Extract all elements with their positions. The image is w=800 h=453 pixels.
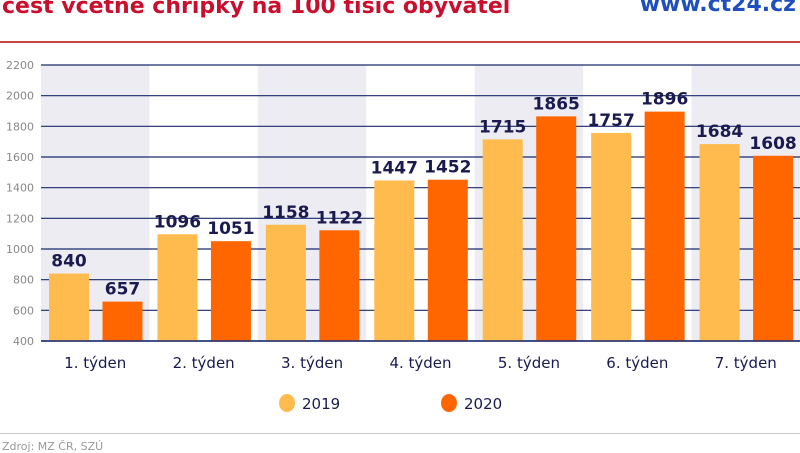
y-tick-label: 1600 xyxy=(6,151,34,164)
data-label: 1715 xyxy=(479,117,526,137)
bar-2019 xyxy=(157,234,198,341)
bar-2020 xyxy=(536,116,577,341)
source-note: Zdroj: MZ ČR, SZÚ xyxy=(2,440,104,453)
y-tick-label: 1000 xyxy=(6,243,34,256)
y-tick-label: 1200 xyxy=(6,212,34,225)
legend-swatch-2020 xyxy=(441,394,457,412)
y-tick-label: 1800 xyxy=(6,120,34,133)
x-tick-label: 4. týden xyxy=(389,354,451,372)
data-label: 1158 xyxy=(262,203,309,223)
y-tick-label: 800 xyxy=(13,274,34,287)
bar-2019 xyxy=(482,139,523,341)
data-label: 1684 xyxy=(696,122,743,142)
x-tick-label: 6. týden xyxy=(606,354,668,372)
site-url[interactable]: www.ct24.cz xyxy=(639,0,796,17)
data-label: 1452 xyxy=(424,158,471,178)
bar-2020 xyxy=(102,301,143,341)
header-divider xyxy=(0,41,800,43)
chart-title: cest včetně chřipky na 100 tisíc obyvate… xyxy=(2,0,511,19)
y-tick-label: 2200 xyxy=(6,59,34,72)
bar-2020 xyxy=(753,155,794,341)
y-tick-label: 400 xyxy=(13,335,34,348)
bar-2020 xyxy=(319,230,360,341)
bar-2019 xyxy=(591,132,632,341)
bar-2019 xyxy=(699,144,740,341)
data-label: 1051 xyxy=(207,219,254,239)
bar-2020 xyxy=(644,111,685,341)
bar-2019 xyxy=(374,180,415,341)
x-tick-label: 1. týden xyxy=(64,354,126,372)
data-label: 1122 xyxy=(316,208,363,228)
bar-2020 xyxy=(427,179,468,341)
legend-swatch-2019 xyxy=(279,394,295,412)
x-tick-label: 2. týden xyxy=(173,354,235,372)
data-label: 1608 xyxy=(749,134,796,154)
bar-2019 xyxy=(265,224,306,341)
legend-label: 2020 xyxy=(464,395,502,413)
data-label: 1096 xyxy=(154,212,201,232)
x-tick-label: 5. týden xyxy=(498,354,560,372)
footer-divider xyxy=(0,433,800,434)
data-label: 1865 xyxy=(533,94,580,114)
data-label: 1447 xyxy=(371,158,418,178)
bar-2020 xyxy=(210,241,251,341)
x-tick-label: 7. týden xyxy=(715,354,777,372)
legend-label: 2019 xyxy=(302,395,340,413)
y-tick-label: 2000 xyxy=(6,90,34,103)
x-tick-label: 3. týden xyxy=(281,354,343,372)
data-label: 1757 xyxy=(587,111,634,131)
data-label: 657 xyxy=(105,280,141,300)
y-tick-label: 1400 xyxy=(6,182,34,195)
data-label: 1896 xyxy=(641,90,688,110)
data-label: 840 xyxy=(51,252,87,272)
bar-2019 xyxy=(49,273,89,341)
y-tick-label: 600 xyxy=(13,304,34,317)
